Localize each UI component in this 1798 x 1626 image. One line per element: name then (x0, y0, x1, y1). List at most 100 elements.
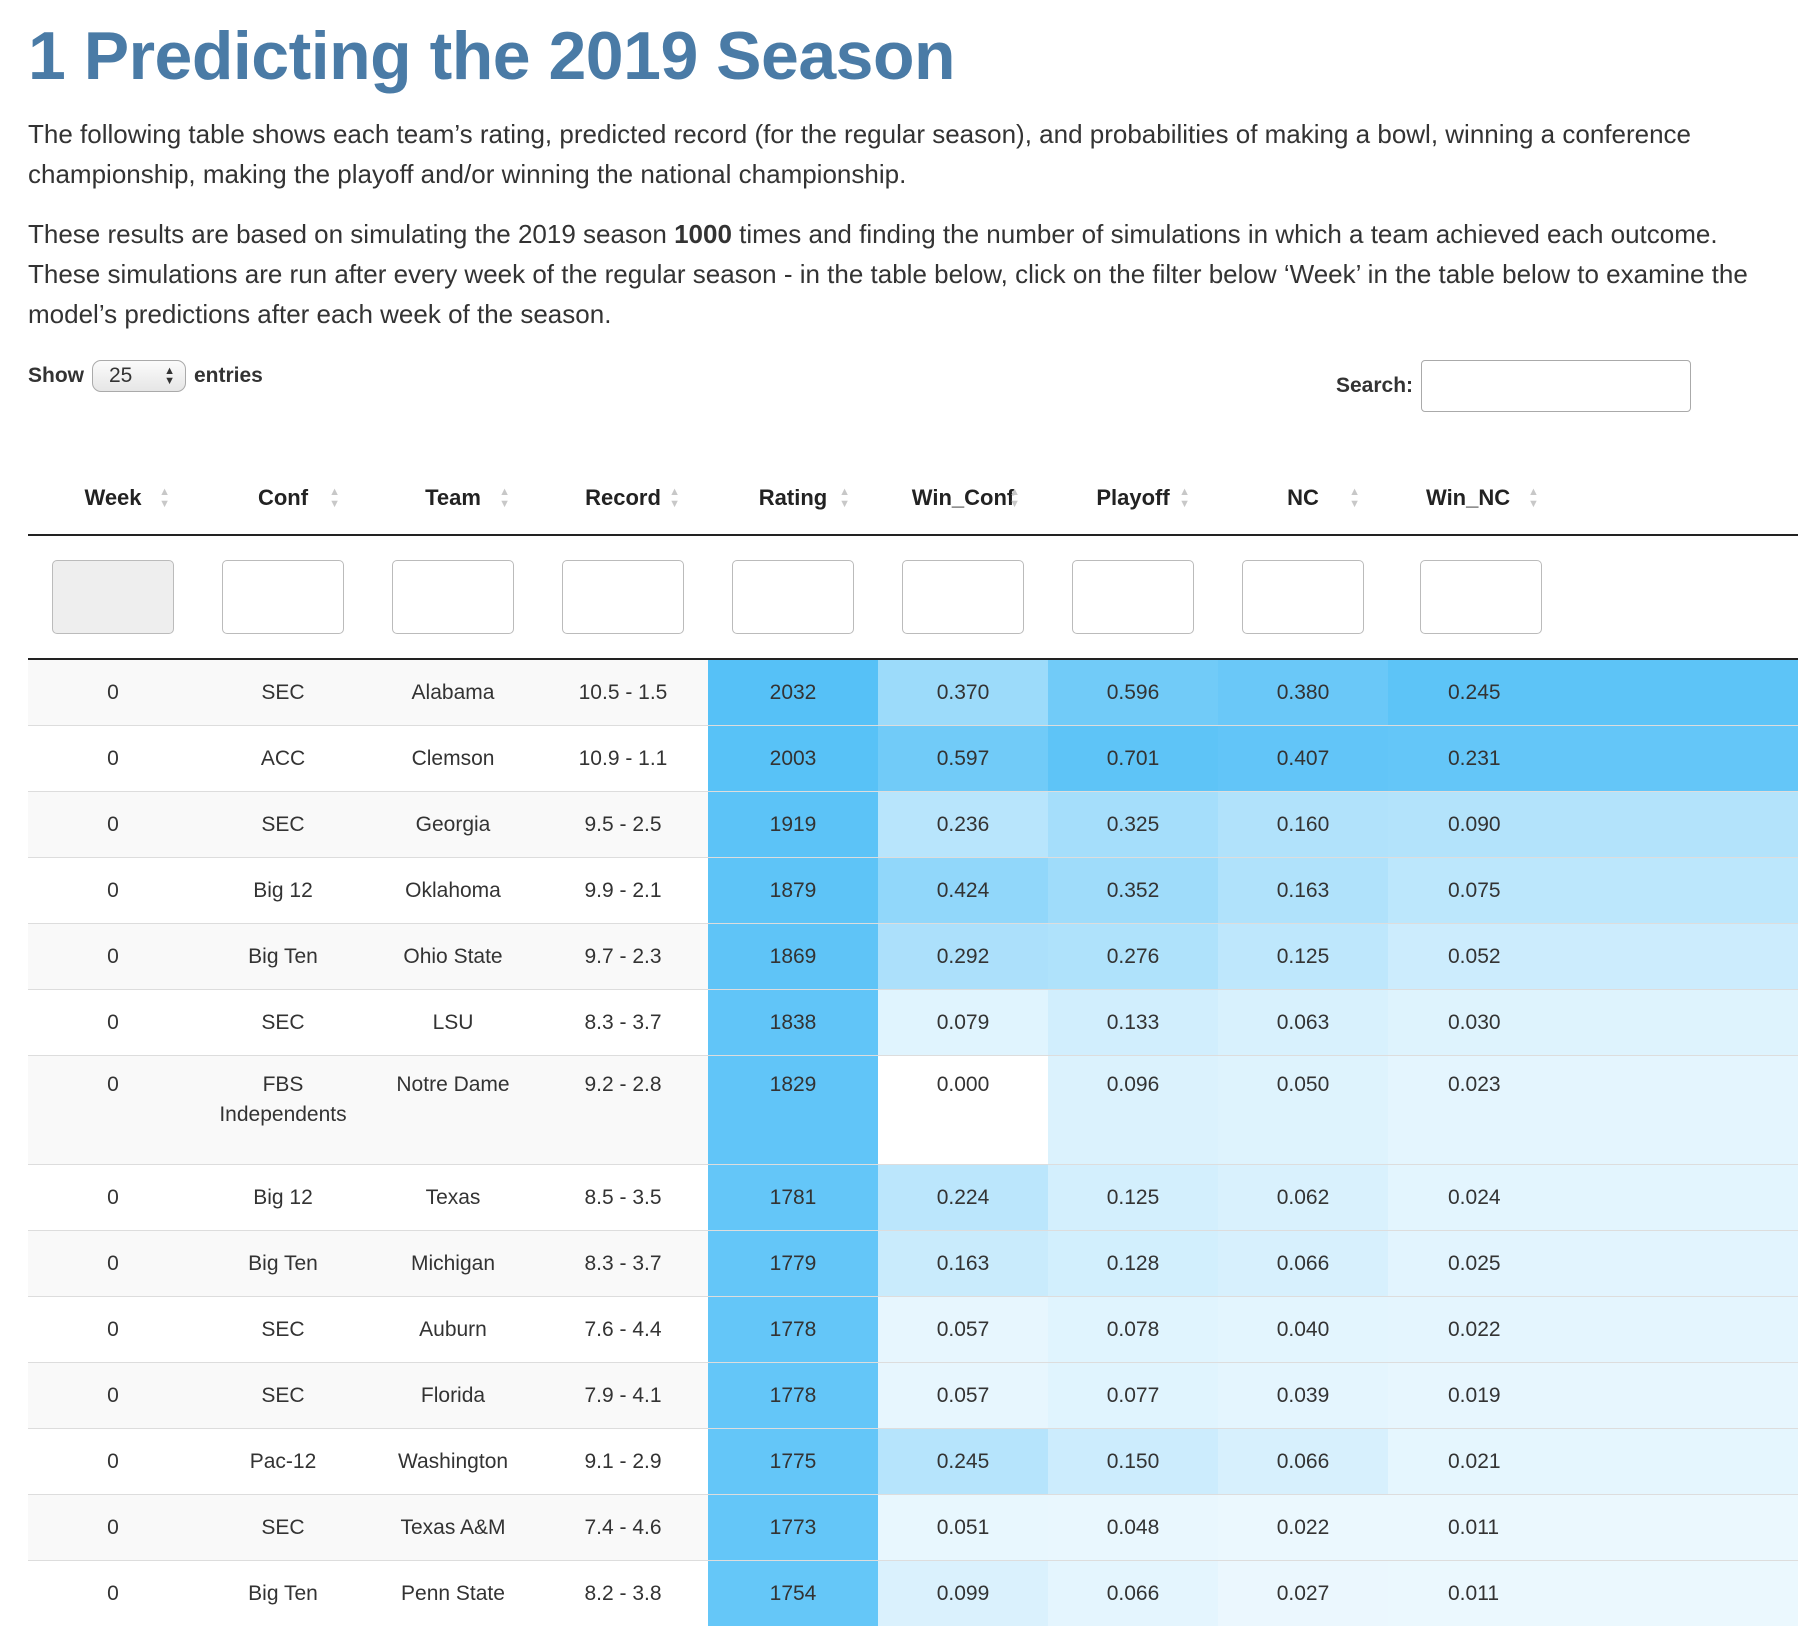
cell-rating: 1773 (708, 1495, 878, 1561)
cell-win-nc: 0.022 (1388, 1297, 1798, 1363)
column-header-conf[interactable]: Conf▲▼ (198, 462, 368, 535)
cell-playoff: 0.125 (1048, 1165, 1218, 1231)
header-row: Week▲▼Conf▲▼Team▲▼Record▲▼Rating▲▼Win_Co… (28, 462, 1798, 535)
page-length-value: 25 (109, 364, 132, 388)
sort-icon[interactable]: ▲▼ (839, 486, 850, 510)
cell-win-nc: 0.021 (1388, 1429, 1798, 1495)
filter-input-win-conf[interactable] (902, 560, 1024, 634)
cell-playoff: 0.066 (1048, 1561, 1218, 1626)
sort-icon[interactable]: ▲▼ (1349, 486, 1360, 510)
cell-record: 10.5 - 1.5 (538, 659, 708, 726)
filter-input-record[interactable] (562, 560, 684, 634)
cell-week: 0 (28, 1429, 198, 1495)
page-length-select[interactable]: 25 ▲▼ (92, 360, 186, 392)
filter-input-week[interactable] (52, 560, 174, 634)
description-paragraph-2: These results are based on simulating th… (28, 214, 1748, 334)
cell-team: LSU (368, 990, 538, 1056)
filter-input-team[interactable] (392, 560, 514, 634)
simulation-count: 1000 (674, 219, 732, 249)
cell-playoff: 0.128 (1048, 1231, 1218, 1297)
cell-win-conf: 0.051 (878, 1495, 1048, 1561)
cell-conf: Big 12 (198, 858, 368, 924)
cell-conf: SEC (198, 659, 368, 726)
sort-icon[interactable]: ▲▼ (669, 486, 680, 510)
cell-week: 0 (28, 858, 198, 924)
column-header-week[interactable]: Week▲▼ (28, 462, 198, 535)
column-header-nc[interactable]: NC▲▼ (1218, 462, 1388, 535)
filter-cell (538, 535, 708, 659)
filter-input-win-nc[interactable] (1420, 560, 1542, 634)
cell-team: Texas A&M (368, 1495, 538, 1561)
cell-rating: 2032 (708, 659, 878, 726)
cell-team: Georgia (368, 792, 538, 858)
cell-rating: 1775 (708, 1429, 878, 1495)
sort-icon[interactable]: ▲▼ (1179, 486, 1190, 510)
cell-conf: Big Ten (198, 1561, 368, 1626)
cell-week: 0 (28, 792, 198, 858)
column-header-team[interactable]: Team▲▼ (368, 462, 538, 535)
cell-team: Alabama (368, 659, 538, 726)
cell-record: 8.5 - 3.5 (538, 1165, 708, 1231)
cell-win-conf: 0.236 (878, 792, 1048, 858)
cell-win-conf: 0.370 (878, 659, 1048, 726)
cell-nc: 0.062 (1218, 1165, 1388, 1231)
cell-rating: 1754 (708, 1561, 878, 1626)
cell-record: 9.1 - 2.9 (538, 1429, 708, 1495)
cell-win-conf: 0.292 (878, 924, 1048, 990)
show-label: Show (28, 364, 84, 388)
filter-input-nc[interactable] (1242, 560, 1364, 634)
cell-playoff: 0.352 (1048, 858, 1218, 924)
filter-cell (368, 535, 538, 659)
sort-icon[interactable]: ▲▼ (159, 486, 170, 510)
search-input[interactable] (1421, 360, 1691, 412)
column-header-playoff[interactable]: Playoff▲▼ (1048, 462, 1218, 535)
cell-playoff: 0.133 (1048, 990, 1218, 1056)
cell-nc: 0.022 (1218, 1495, 1388, 1561)
filter-cell (1048, 535, 1218, 659)
select-arrows-icon: ▲▼ (164, 366, 175, 386)
sort-icon[interactable]: ▲▼ (1009, 486, 1020, 510)
cell-playoff: 0.325 (1048, 792, 1218, 858)
column-header-rating[interactable]: Rating▲▼ (708, 462, 878, 535)
cell-team: Auburn (368, 1297, 538, 1363)
cell-week: 0 (28, 659, 198, 726)
cell-win-nc: 0.025 (1388, 1231, 1798, 1297)
cell-team: Michigan (368, 1231, 538, 1297)
description-text-start: These results are based on simulating th… (28, 219, 674, 249)
cell-playoff: 0.150 (1048, 1429, 1218, 1495)
cell-playoff: 0.077 (1048, 1363, 1218, 1429)
sort-icon[interactable]: ▲▼ (329, 486, 340, 510)
sort-icon[interactable]: ▲▼ (1528, 486, 1539, 510)
cell-record: 9.5 - 2.5 (538, 792, 708, 858)
column-header-label: Win_NC (1426, 485, 1510, 511)
column-header-record[interactable]: Record▲▼ (538, 462, 708, 535)
filter-input-conf[interactable] (222, 560, 344, 634)
cell-conf: Big Ten (198, 924, 368, 990)
column-header-win-conf[interactable]: Win_Conf▲▼ (878, 462, 1048, 535)
cell-win-nc: 0.024 (1388, 1165, 1798, 1231)
cell-record: 9.2 - 2.8 (538, 1056, 708, 1165)
cell-rating: 2003 (708, 726, 878, 792)
cell-playoff: 0.096 (1048, 1056, 1218, 1165)
cell-conf: SEC (198, 1495, 368, 1561)
filter-input-rating[interactable] (732, 560, 854, 634)
cell-nc: 0.407 (1218, 726, 1388, 792)
sort-icon[interactable]: ▲▼ (499, 486, 510, 510)
cell-record: 10.9 - 1.1 (538, 726, 708, 792)
cell-record: 8.3 - 3.7 (538, 1231, 708, 1297)
filter-cell (878, 535, 1048, 659)
filter-input-playoff[interactable] (1072, 560, 1194, 634)
cell-record: 8.2 - 3.8 (538, 1561, 708, 1626)
cell-nc: 0.066 (1218, 1231, 1388, 1297)
column-header-win-nc[interactable]: Win_NC ▲▼ (1388, 462, 1798, 535)
cell-rating: 1869 (708, 924, 878, 990)
